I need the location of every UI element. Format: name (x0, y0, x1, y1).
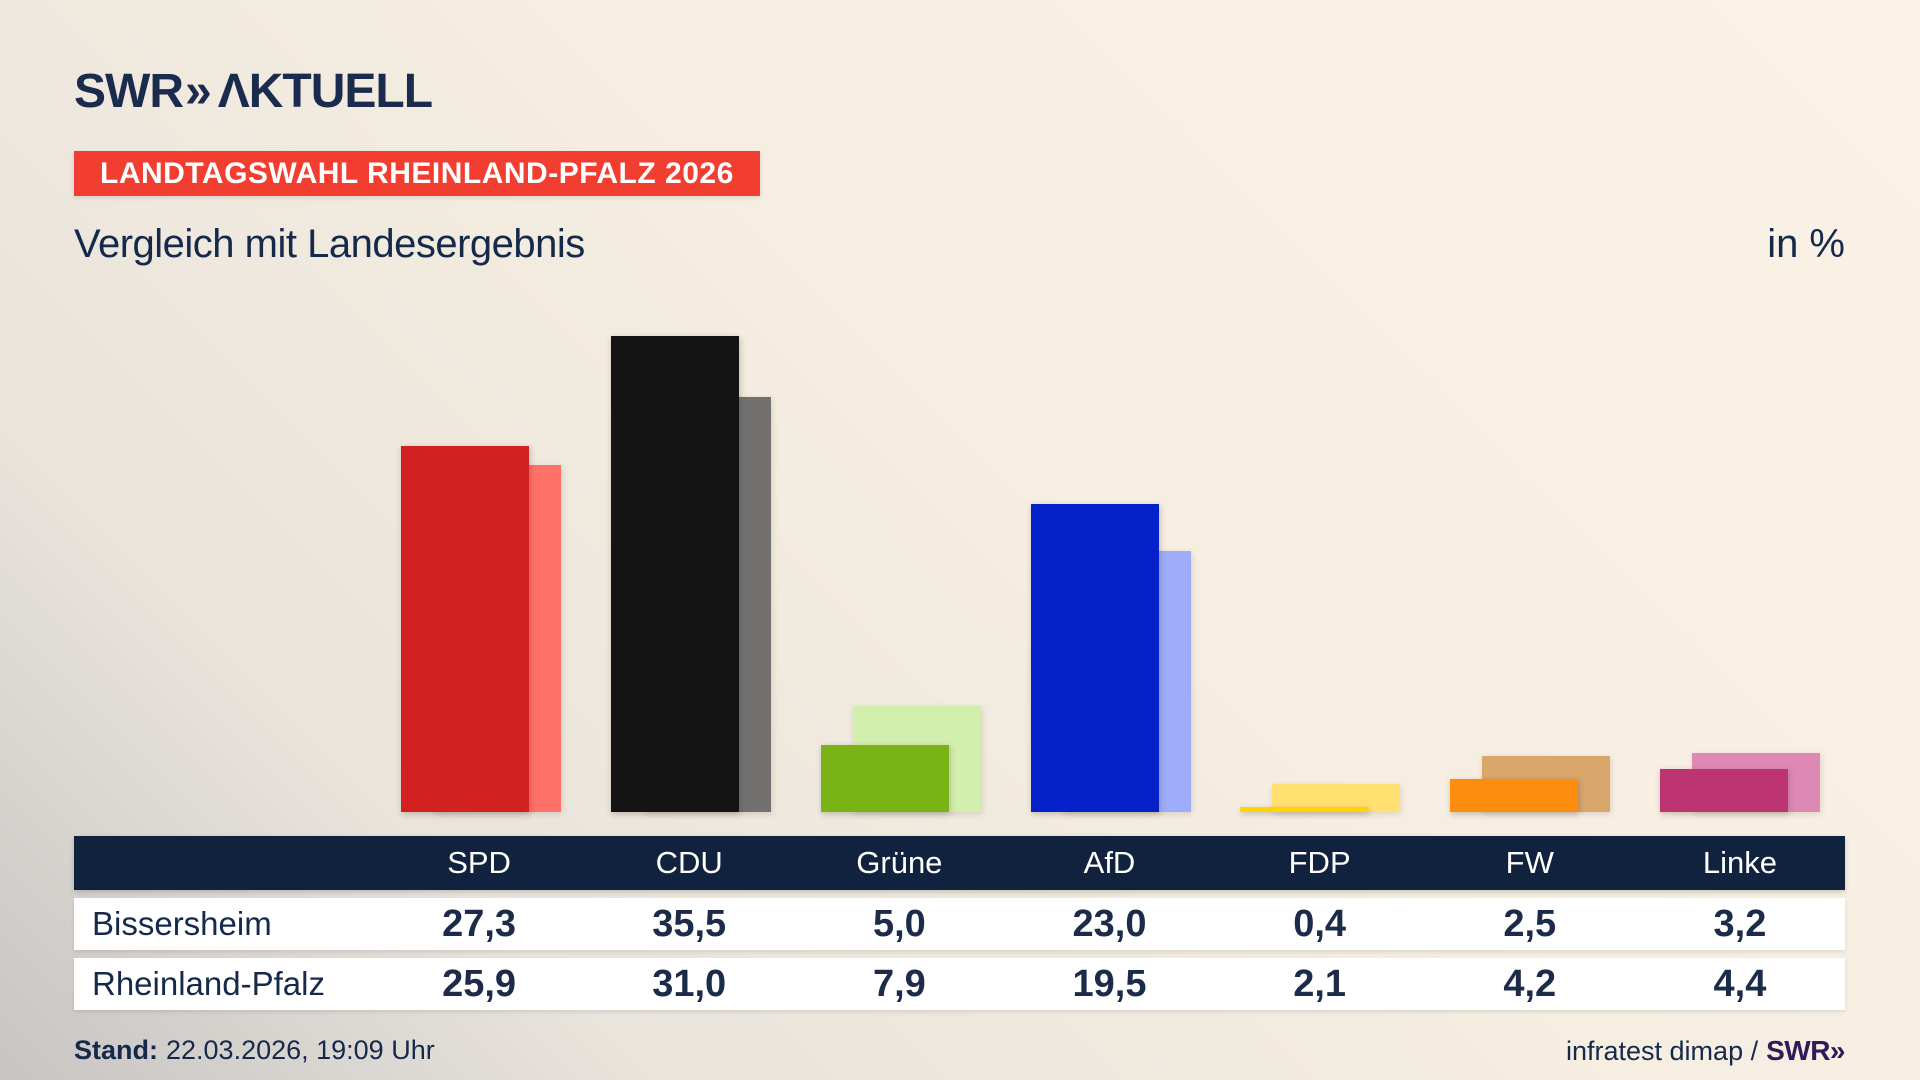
result-value: 27,3 (442, 902, 517, 945)
source-attribution: infratest dimap / SWR» (1566, 1035, 1845, 1067)
bar-fdp-bissersheim (1240, 806, 1369, 812)
party-column-header-spd: SPD (447, 845, 511, 880)
party-column-header-fw: FW (1505, 845, 1554, 880)
result-value: 0,4 (1293, 902, 1347, 945)
bar-spd-bissersheim (401, 446, 529, 812)
chevrons-icon: » (184, 65, 212, 118)
results-table: SPD CDU Grüne AfD FDP FW Linke Bissershe… (74, 836, 1845, 1010)
result-value: 2,5 (1503, 902, 1557, 945)
swr-aktuell-logo: SWR» ΛKTUELL (74, 64, 433, 119)
party-column-header-linke: Linke (1702, 845, 1777, 880)
party-column-header-fdp: FDP (1288, 845, 1351, 880)
chart-subtitle: Vergleich mit Landesergebnis (74, 222, 585, 266)
swr-logo-footer: SWR» (1766, 1035, 1845, 1066)
election-banner: LANDTAGSWAHL RHEINLAND-PFALZ 2026 (74, 151, 760, 196)
region-label: Rheinland-Pfalz (92, 965, 325, 1002)
bar-cdu-bissersheim (610, 336, 739, 812)
result-value: 23,0 (1072, 902, 1147, 945)
bar-fw-bissersheim (1450, 778, 1579, 812)
result-value: 4,2 (1503, 962, 1557, 1005)
bar-linke-bissersheim (1660, 769, 1789, 812)
party-column-header-cdu: CDU (655, 845, 723, 880)
stand-label: Stand: (74, 1035, 158, 1065)
result-value: 35,5 (652, 902, 727, 945)
result-value: 2,1 (1293, 962, 1347, 1005)
region-row-bissersheim: Bissersheim 27,3 35,5 5,0 23,0 0,4 2,5 3… (74, 898, 1845, 950)
result-value: 5,0 (872, 902, 926, 945)
unit-label: in % (1767, 222, 1845, 266)
party-column-header-gruene: Grüne (856, 845, 943, 880)
region-label: Bissersheim (92, 905, 272, 942)
source-text: infratest dimap / (1566, 1036, 1759, 1066)
bar-afd-bissersheim (1030, 503, 1159, 812)
result-value: 7,9 (872, 962, 926, 1005)
result-value: 25,9 (442, 962, 517, 1005)
party-column-header-afd: AfD (1083, 845, 1136, 880)
aktuell-logo-text: ΛKTUELL (217, 65, 433, 118)
stand-text: Stand: 22.03.2026, 19:09 Uhr (74, 1035, 435, 1066)
result-value: 31,0 (652, 962, 727, 1005)
table-header-row: SPD CDU Grüne AfD FDP FW Linke (74, 836, 1845, 890)
result-value: 4,4 (1713, 962, 1767, 1005)
bar-gruene-bissersheim (820, 745, 949, 812)
result-value: 19,5 (1072, 962, 1147, 1005)
swr-logo-text: SWR (74, 65, 184, 118)
region-row-rheinland-pfalz: Rheinland-Pfalz 25,9 31,0 7,9 19,5 2,1 4… (74, 958, 1845, 1010)
stand-value: 22.03.2026, 19:09 Uhr (166, 1035, 435, 1065)
result-value: 3,2 (1713, 902, 1767, 945)
